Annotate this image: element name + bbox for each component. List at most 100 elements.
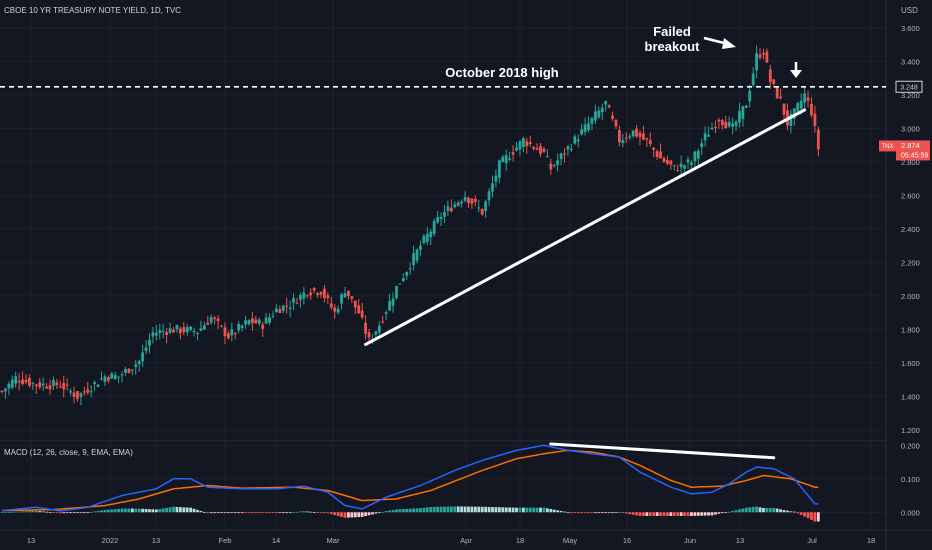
macd-histogram-bar	[120, 508, 124, 513]
candle	[79, 392, 83, 406]
macd-histogram-bar	[316, 512, 319, 514]
candle	[240, 324, 244, 332]
divergence-line[interactable]	[549, 442, 776, 460]
candle	[556, 153, 560, 172]
candle	[220, 324, 223, 328]
macd-histogram-bar	[72, 512, 76, 514]
macd-axis-labels[interactable]: 0.200 0.100 0.000	[901, 441, 920, 517]
macd-histogram-bar	[717, 512, 721, 514]
macd-histogram-bar	[151, 509, 155, 513]
macd-histogram-bar	[158, 508, 162, 513]
level-price-tag: 3.248	[895, 80, 923, 93]
candle	[24, 374, 28, 385]
candle	[41, 377, 45, 391]
candle	[391, 292, 395, 313]
candle	[480, 208, 484, 216]
macd-histogram-bar	[679, 512, 683, 516]
macd-histogram-bar	[209, 512, 213, 514]
macd-histogram-bar	[765, 507, 769, 513]
macd-histogram-bar	[405, 508, 409, 513]
price-axis-labels[interactable]: 3.600 3.400 3.200 3.000 2.800 2.600 2.400 2.200…	[901, 24, 920, 435]
candle	[254, 315, 258, 324]
candle	[549, 158, 553, 175]
candle	[460, 199, 464, 208]
candle	[292, 293, 295, 311]
macd-histogram-bar	[124, 508, 127, 513]
candle	[789, 109, 793, 134]
candle	[693, 150, 697, 168]
candle	[666, 155, 669, 166]
macd-histogram-bar	[127, 508, 131, 513]
candle	[209, 314, 213, 325]
candle	[497, 159, 501, 184]
candle	[199, 320, 203, 332]
macd-histogram-bar	[652, 512, 656, 516]
candle	[302, 286, 306, 305]
macd-histogram-bar	[690, 512, 693, 516]
candle	[734, 119, 738, 131]
macd-histogram-bar	[319, 512, 323, 514]
candle	[124, 366, 127, 376]
time-tick-label: 13	[736, 536, 744, 545]
macd-histogram-bar	[508, 507, 512, 513]
candle	[388, 293, 391, 312]
macd-histogram-bar	[532, 507, 536, 513]
macd-histogram-bar	[21, 511, 24, 513]
macd-histogram-bar	[254, 512, 258, 514]
macd-histogram-bar	[751, 506, 755, 513]
macd-histogram-bar	[436, 506, 440, 513]
macd-histogram-bar	[148, 509, 151, 513]
symbol-title: CBOE 10 YR TREASURY NOTE YIELD, 1D, TVC	[4, 6, 181, 15]
macd-histogram-bar	[302, 511, 306, 513]
candle	[295, 297, 299, 305]
candle	[587, 116, 590, 133]
macd-histogram-bar	[535, 507, 539, 513]
macd-histogram-bar	[803, 512, 807, 517]
macd-histogram-bar	[113, 509, 117, 513]
macd-histogram-bar	[806, 512, 810, 519]
candle	[76, 390, 79, 402]
candle	[117, 376, 121, 384]
macd-histogram-bar	[604, 512, 608, 514]
macd-histogram-bar	[408, 508, 412, 513]
candle	[233, 331, 237, 340]
candle	[148, 333, 151, 354]
candle	[52, 376, 55, 391]
macd-histogram-bar	[738, 509, 741, 513]
macd-histogram-bar	[714, 512, 717, 515]
macd-histogram-bar	[154, 509, 158, 513]
macd-histogram-bar	[4, 512, 7, 513]
macd-histogram-bar	[96, 510, 100, 513]
candle	[443, 205, 446, 224]
macd-histogram-bar	[247, 512, 251, 514]
candle	[762, 48, 765, 60]
candle	[275, 304, 278, 313]
macd-histogram-bar	[768, 507, 772, 513]
failed-breakout-label-line1: Failed	[653, 24, 691, 39]
candle	[484, 199, 488, 218]
macd-histogram-bar	[655, 512, 659, 516]
candle	[151, 326, 155, 344]
macd-histogram-bar	[611, 512, 614, 514]
time-axis-labels[interactable]: 13 2022 13 Feb 14 Mar Apr 18 May 16 Jun 13 Jul 18	[27, 536, 875, 545]
macd-histogram-bar	[432, 506, 436, 513]
macd-histogram-bar	[340, 512, 343, 517]
candle	[559, 152, 563, 166]
time-tick-label: 2022	[102, 536, 119, 545]
candle	[539, 143, 542, 158]
macd-histogram-bar	[295, 511, 299, 513]
candle	[439, 212, 443, 226]
candle	[607, 104, 611, 108]
macd-histogram-bar	[326, 512, 330, 514]
candle	[545, 149, 549, 158]
macd-histogram-bar	[93, 511, 97, 513]
support-trendline[interactable]	[364, 108, 807, 346]
macd-histogram-bar	[666, 512, 669, 516]
price-tick-label: 2.600	[901, 191, 920, 200]
macd-histogram-bar	[199, 510, 203, 513]
candle	[696, 148, 700, 167]
candle	[775, 86, 779, 99]
macd-histogram-bar	[384, 511, 388, 513]
macd-histogram-bar	[789, 511, 793, 513]
